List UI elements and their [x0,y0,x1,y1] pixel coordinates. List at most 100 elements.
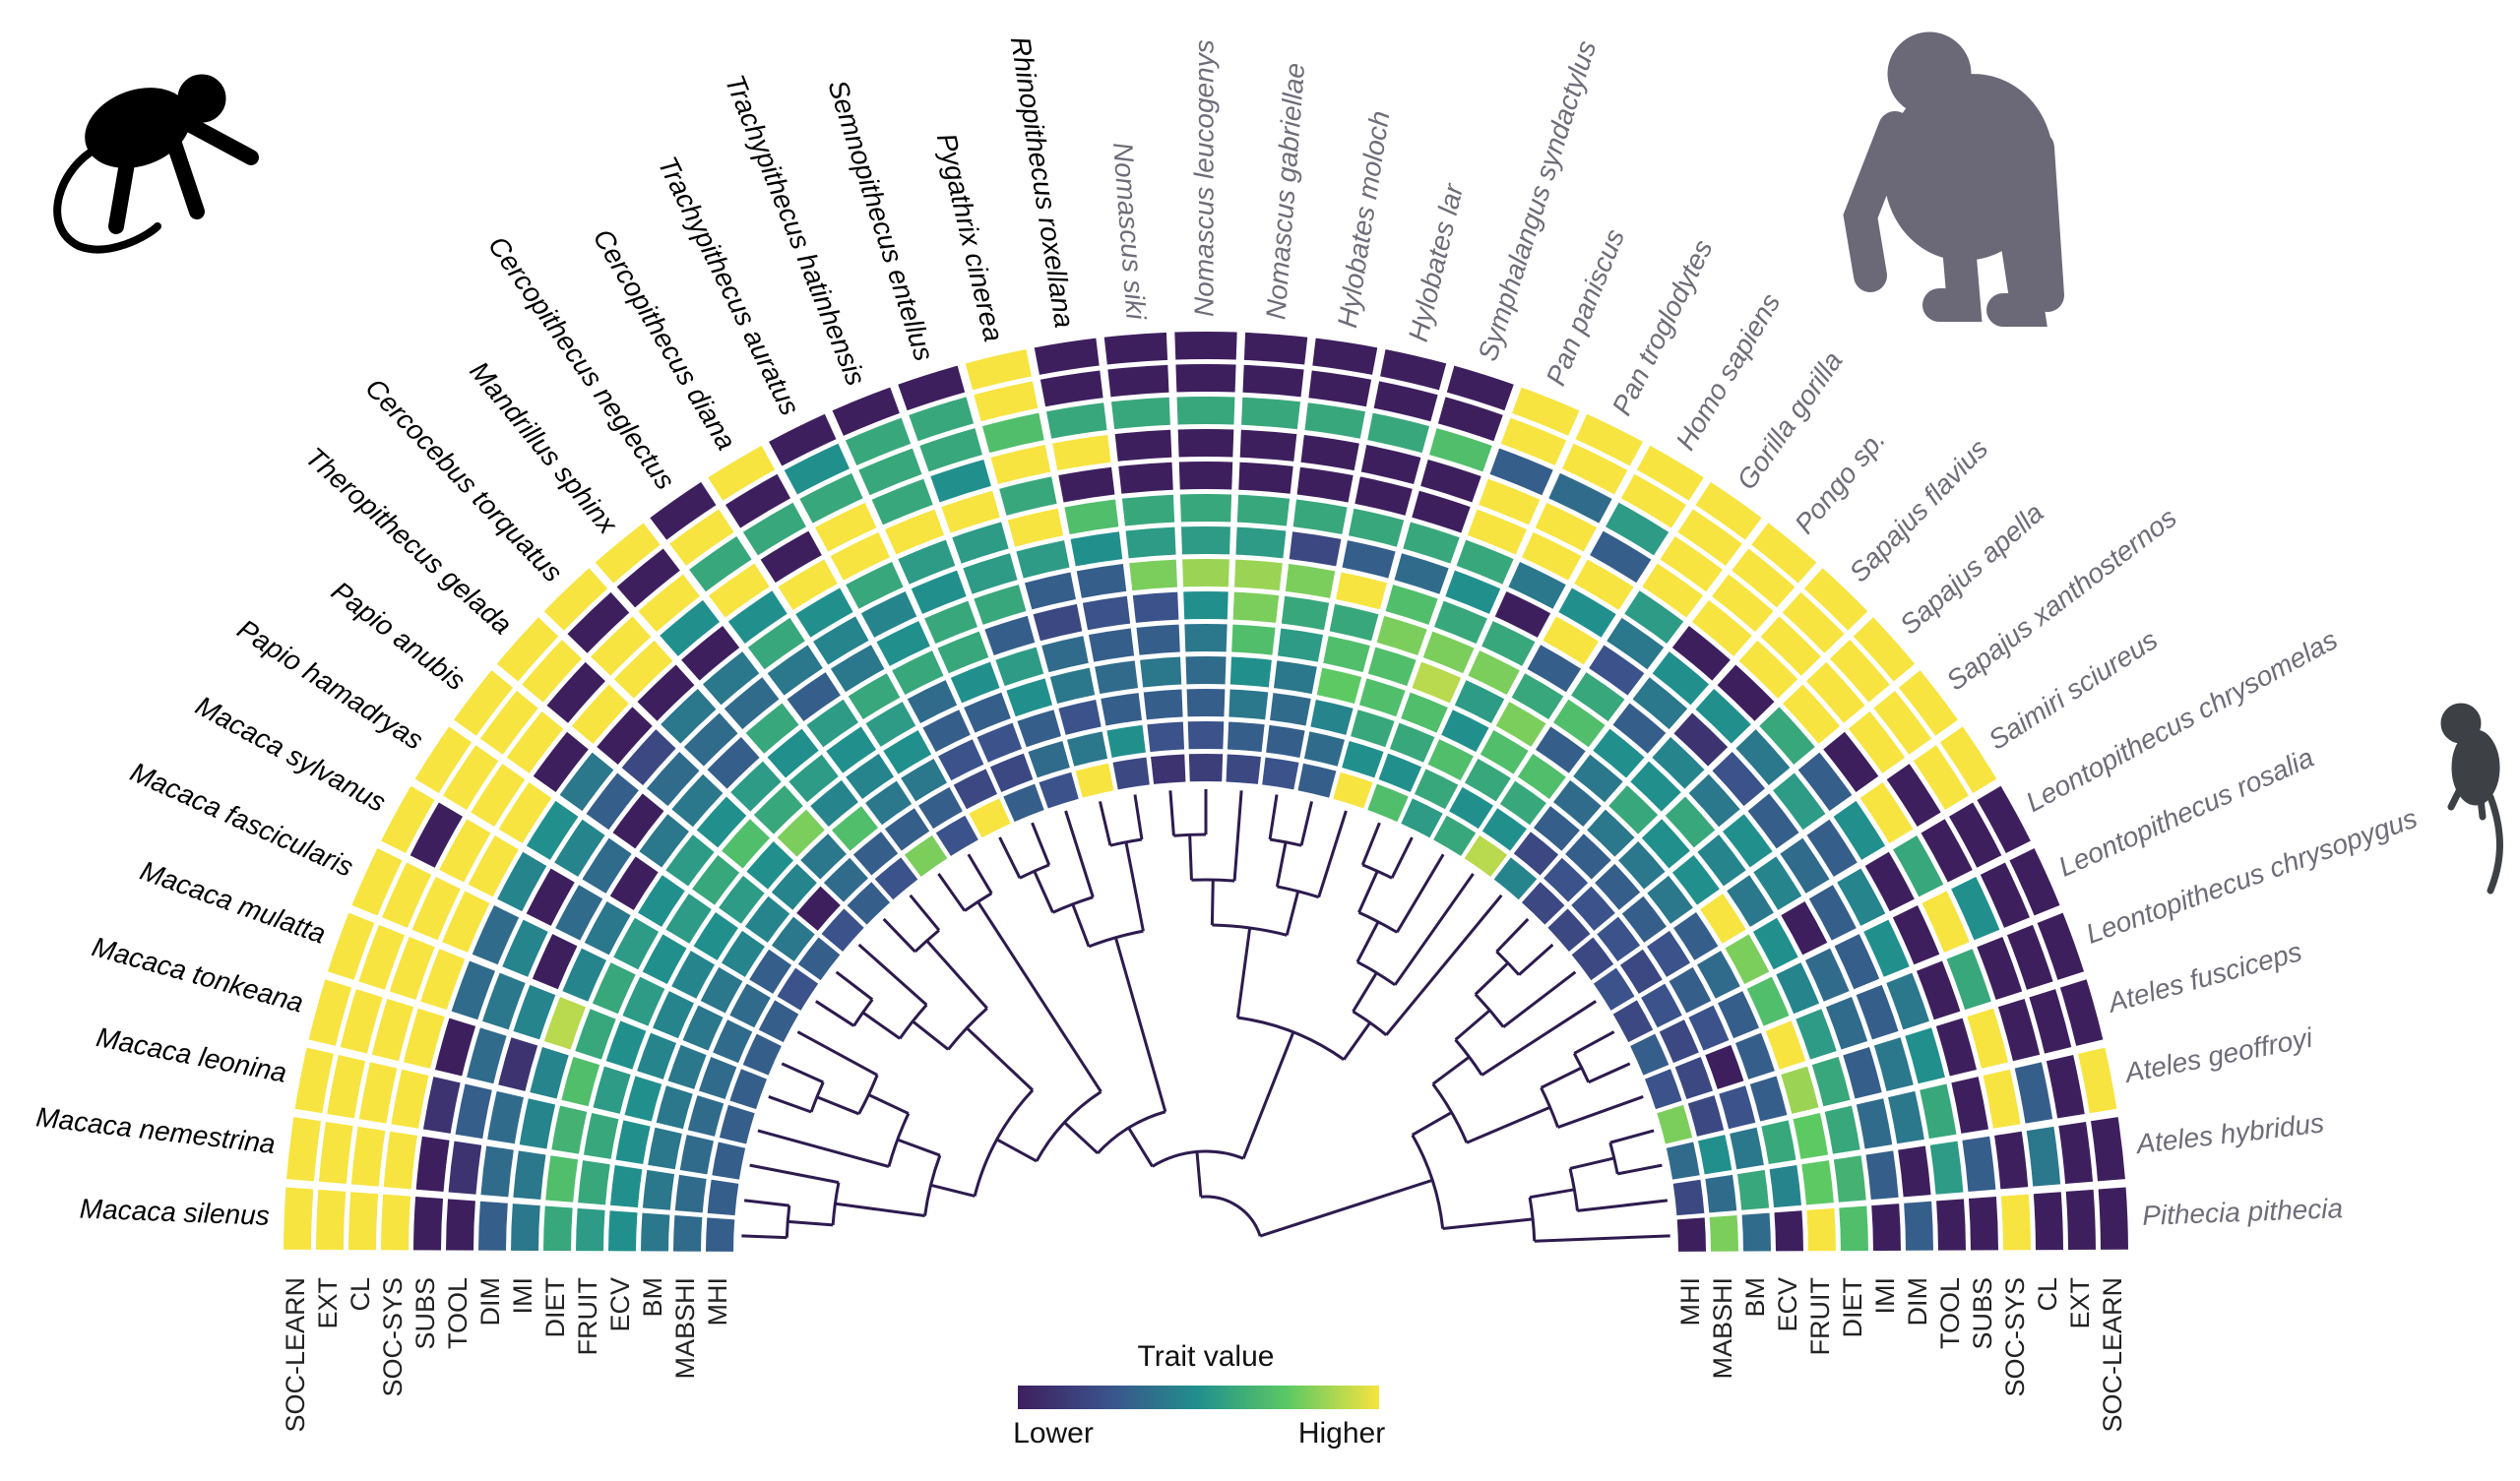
heat-cell [502,919,548,977]
species-label: Ateles fusciceps [2103,936,2304,1018]
species-label: Ateles geoffroyi [2120,1022,2315,1089]
heat-cell [1312,338,1378,375]
monkey-silhouette [53,74,259,254]
heat-cell [935,815,978,856]
heat-cell [468,835,519,897]
heat-cell [938,739,984,781]
heat-cell [522,640,583,703]
heat-cell [904,834,948,877]
heat-cell [874,857,918,900]
heat-cell [1147,721,1185,753]
trait-label: SUBS [410,1277,440,1350]
branch [781,1062,824,1084]
heat-cell [1333,771,1373,809]
heat-cell [1143,689,1183,720]
heat-cell [455,1083,492,1140]
heat-cell [1589,645,1645,696]
heat-cell [350,1126,386,1187]
heat-cell [860,591,917,638]
heat-cell [1593,967,1635,1011]
heat-cell [969,798,1011,838]
heat-cell [1512,387,1580,436]
branch [1390,836,1414,879]
branch [796,1030,878,1077]
heat-cell [1751,523,1817,584]
trait-label: CL [2033,1277,2062,1312]
heat-cell [1997,998,2041,1062]
heat-cell [584,900,631,956]
heat-cell [1376,615,1427,655]
heat-cell [1174,331,1237,360]
heat-cell [907,680,958,724]
heat-cell [1676,1217,1706,1252]
trait-label: DIM [1903,1277,1932,1327]
heat-cell [1499,780,1546,826]
branch [1127,1127,1154,1168]
heat-cell [1481,808,1528,851]
heat-cell [1700,894,1746,944]
branch-arc [1572,1052,1591,1083]
heat-cell [1752,917,1798,970]
heat-cell [1385,585,1438,625]
heat-cell [713,1019,753,1064]
species-label: Nomascus siki [1107,141,1152,321]
branch [1352,971,1378,1013]
heat-cell [1336,572,1388,610]
heat-cell [1303,731,1346,767]
heat-cell [1904,1201,1933,1251]
heat-cell [1427,739,1474,781]
heat-cell [1641,819,1690,869]
heat-cell [1688,1005,1730,1051]
heat-cell [999,476,1057,516]
heat-cell [1389,722,1435,763]
heat-cell [1948,802,2002,868]
heat-cell [605,1020,647,1070]
heat-cell [1674,1057,1714,1100]
heat-cell [639,814,689,868]
branch [897,1138,941,1157]
heat-cell [832,806,879,851]
branch [937,873,967,912]
heat-cell [1725,934,1770,984]
branch [1098,801,1112,846]
trait-label: ECV [1773,1277,1802,1332]
heat-cell [1705,1174,1737,1213]
species-label: Rhinopithecus roxellana [1005,34,1080,330]
branch [1299,801,1314,846]
heat-cell [498,781,552,843]
heat-cell [2058,1122,2094,1185]
heat-cell [642,934,687,984]
trait-label: SOC-SYS [2000,1277,2030,1397]
heat-cell [698,1057,737,1100]
heat-cell [1573,754,1623,803]
heat-cell [1184,624,1228,652]
heat-cell [284,1187,314,1250]
branch [1033,870,1054,913]
heat-cell [660,599,721,656]
tamarin-silhouette [2440,703,2503,895]
heat-cell [1016,540,1070,579]
branch [749,1163,840,1185]
heat-cell [478,1201,508,1251]
heat-cell [1121,494,1175,526]
heat-cell [1227,721,1265,753]
heat-cell [1660,536,1723,592]
heat-cell [1672,1179,1705,1216]
heat-cell [661,688,717,744]
heat-cell [1289,531,1342,567]
heat-cell [1433,815,1477,856]
heat-cell [687,1095,724,1137]
heat-cell [745,703,799,754]
heat-cell [952,522,1009,564]
heat-cell [511,1203,540,1251]
branch-arc [1191,878,1235,883]
trait-label: MHI [1675,1277,1705,1327]
branch [757,1129,890,1168]
heat-cell [1367,783,1409,823]
heat-cell [1718,991,1759,1039]
heat-cell [1727,875,1774,927]
heat-cell [1801,1160,1834,1205]
heat-cell [1182,559,1229,587]
heat-cell [411,877,461,941]
heat-cell [1920,1083,1957,1140]
